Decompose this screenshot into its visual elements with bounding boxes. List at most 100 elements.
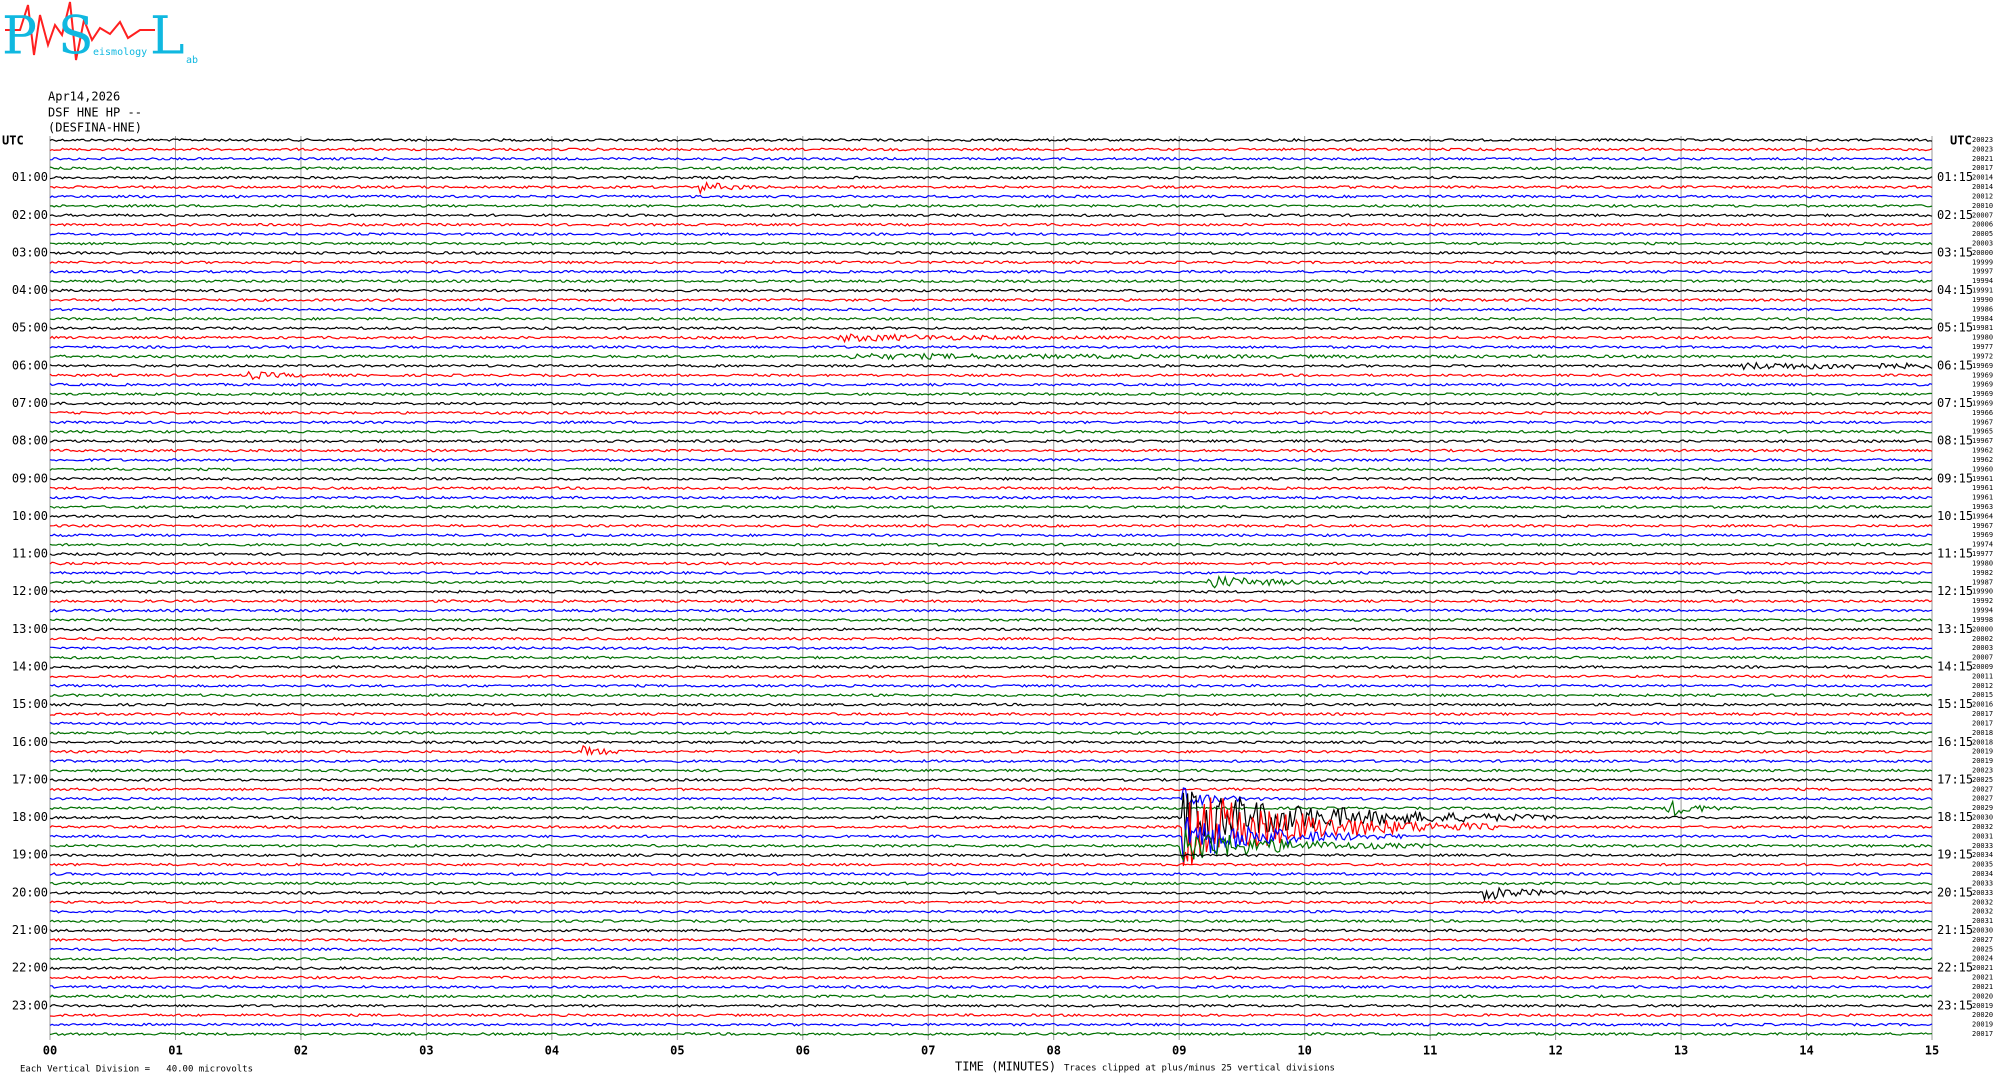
- trace-offset: 19987: [1972, 578, 1993, 586]
- trace: [49, 791, 1933, 844]
- trace-offset: 20017: [1972, 164, 1993, 172]
- left-hour-label: 20:00: [12, 885, 48, 899]
- trace: [49, 693, 1933, 698]
- trace-offset: 20035: [1972, 861, 1993, 869]
- trace: [49, 326, 1933, 331]
- trace-offset: 19965: [1972, 428, 1993, 436]
- left-hour-label: 19:00: [12, 848, 48, 862]
- trace: [49, 194, 1933, 199]
- trace: [49, 297, 1933, 303]
- trace-offset: 20034: [1972, 870, 1993, 878]
- x-tick-label: 08: [1047, 1044, 1061, 1058]
- trace: [49, 260, 1933, 265]
- trace-offset: 19990: [1972, 588, 1993, 596]
- trace-offset: 20023: [1972, 767, 1993, 775]
- trace: [49, 333, 1933, 344]
- trace-offset: 19967: [1972, 437, 1993, 445]
- right-hour-label: 17:15: [1937, 772, 1973, 786]
- trace-offset: 20023: [1972, 136, 1993, 144]
- right-hour-label: 18:15: [1937, 810, 1973, 824]
- trace-offset: 19963: [1972, 503, 1993, 511]
- trace-offset: 20034: [1972, 851, 1993, 859]
- trace-offset: 19961: [1972, 475, 1993, 483]
- trace-offset: 20032: [1972, 823, 1993, 831]
- left-hour-label: 11:00: [12, 547, 48, 561]
- left-hour-label: 21:00: [12, 923, 48, 937]
- trace-offset: 20009: [1972, 663, 1993, 671]
- left-hour-label: 17:00: [12, 772, 48, 786]
- right-hour-label: 08:15: [1937, 434, 1973, 448]
- trace-offset: 20003: [1972, 644, 1993, 652]
- trace: [49, 561, 1933, 566]
- trace-offset: 20027: [1972, 936, 1993, 944]
- trace: [49, 909, 1933, 914]
- x-tick-label: 11: [1423, 1044, 1437, 1058]
- trace: [49, 1022, 1933, 1027]
- trace-offset: 20018: [1972, 738, 1993, 746]
- trace: [49, 352, 1933, 361]
- right-hour-label: 10:15: [1937, 509, 1973, 523]
- right-hour-label: 21:15: [1937, 923, 1973, 937]
- trace-offset: 20018: [1972, 729, 1993, 737]
- x-tick-label: 04: [545, 1044, 559, 1058]
- left-hour-label: 02:00: [12, 208, 48, 222]
- trace-offset: 19969: [1972, 362, 1993, 370]
- trace: [49, 636, 1933, 641]
- trace: [49, 392, 1933, 397]
- trace-offset: 19977: [1972, 550, 1993, 558]
- trace: [49, 241, 1933, 246]
- x-tick-label: 05: [670, 1044, 684, 1058]
- trace: [49, 495, 1933, 500]
- trace-offset: 20027: [1972, 795, 1993, 803]
- trace-offset: 19966: [1972, 409, 1993, 417]
- trace-offset: 19994: [1972, 277, 1993, 285]
- trace: [49, 1032, 1933, 1037]
- trace: [49, 401, 1933, 406]
- trace: [49, 361, 1933, 371]
- trace-offset: 20027: [1972, 785, 1993, 793]
- trace: [49, 881, 1933, 886]
- right-hour-label: 06:15: [1937, 358, 1973, 372]
- trace: [49, 166, 1933, 171]
- left-hour-label: 06:00: [12, 358, 48, 372]
- trace: [49, 1003, 1933, 1008]
- trace: [49, 552, 1933, 557]
- trace-offset: 19981: [1972, 324, 1993, 332]
- header-station: DSF HNE HP --: [48, 106, 142, 120]
- trace: [49, 853, 1933, 858]
- trace: [49, 655, 1933, 660]
- trace-offset: 20033: [1972, 842, 1993, 850]
- x-tick-label: 03: [419, 1044, 433, 1058]
- trace-offset: 20033: [1972, 879, 1993, 887]
- trace: [49, 683, 1932, 688]
- trace-offset: 19974: [1972, 541, 1993, 549]
- trace: [49, 476, 1933, 481]
- trace: [49, 250, 1933, 255]
- trace-offset: 20011: [1972, 672, 1993, 680]
- trace-offset: 20029: [1972, 804, 1993, 812]
- trace-offset: 20017: [1972, 1030, 1993, 1038]
- trace: [49, 429, 1933, 434]
- x-tick-label: 13: [1674, 1044, 1688, 1058]
- trace: [49, 1013, 1933, 1018]
- trace: [49, 156, 1933, 161]
- trace: [49, 777, 1933, 782]
- trace-offset: 19994: [1972, 607, 1993, 615]
- trace: [49, 817, 1933, 863]
- x-tick-label: 06: [796, 1044, 810, 1058]
- logo-sub: eismology: [93, 47, 147, 58]
- left-hour-label: 01:00: [12, 170, 48, 184]
- header-date: Apr14,2026: [48, 90, 120, 104]
- trace: [49, 175, 1933, 180]
- trace-offset: 20020: [1972, 992, 1993, 1000]
- trace: [49, 147, 1933, 152]
- trace: [50, 646, 1932, 651]
- trace-offset: 20012: [1972, 682, 1993, 690]
- trace: [49, 439, 1932, 444]
- trace-offset: 19992: [1972, 597, 1993, 605]
- trace: [49, 664, 1933, 669]
- trace: [49, 928, 1933, 933]
- trace-offset: 20000: [1972, 625, 1993, 633]
- trace: [49, 721, 1933, 726]
